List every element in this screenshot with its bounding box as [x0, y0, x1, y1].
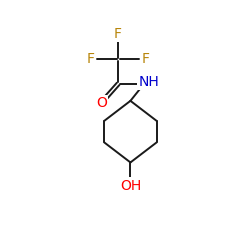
Text: F: F [114, 27, 122, 41]
Text: F: F [142, 52, 150, 66]
Text: O: O [96, 96, 108, 110]
Text: OH: OH [120, 178, 141, 192]
Text: F: F [86, 52, 94, 66]
Text: NH: NH [138, 75, 159, 89]
